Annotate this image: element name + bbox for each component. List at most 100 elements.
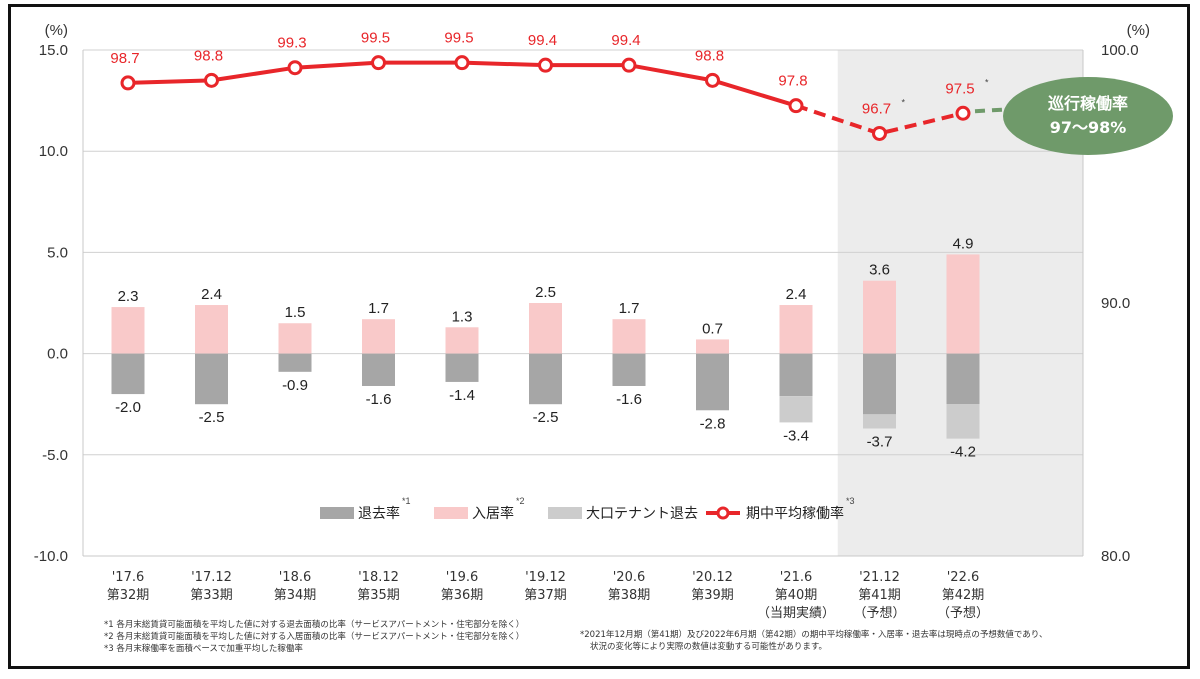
legend-note: *2	[516, 496, 525, 506]
occupancy-label: 98.7	[110, 50, 139, 67]
category-label: '18.12	[358, 570, 399, 585]
category-label: 第42期	[942, 588, 985, 603]
legend-label: 大口テナント退去	[586, 506, 698, 522]
legend-swatch	[320, 507, 354, 519]
occupancy-point	[287, 60, 303, 76]
occupancy-point	[204, 72, 219, 88]
occupancy-label: 99.4	[611, 32, 640, 49]
bar-move-out	[612, 353, 646, 386]
footnote-left: *3 各月末稼働率を面積ベースで加重平均した稼働率	[104, 643, 303, 654]
category-label: 第33期	[190, 588, 233, 603]
bar-move-out	[195, 353, 228, 405]
footnote-right: 状況の変化等により実際の数値は変動する可能性があります。	[590, 641, 827, 652]
bar-label-negative: -2.0	[115, 399, 141, 416]
occupancy-label: 98.8	[695, 47, 724, 64]
bar-move-out	[946, 353, 980, 405]
bar-label-positive: 3.6	[869, 262, 890, 279]
occupancy-label: 99.4	[528, 32, 557, 49]
badge-line2: 97～98%	[1050, 118, 1127, 137]
bar-label-positive: 0.7	[702, 320, 723, 337]
category-label: '22.6	[947, 570, 980, 585]
category-label: '18.6	[279, 570, 312, 585]
category-label: '21.6	[780, 570, 813, 585]
category-label: 第35期	[357, 588, 400, 603]
category-label: '20.12	[692, 570, 733, 585]
category-label: '17.12	[191, 570, 232, 585]
footnote-left: *2 各月末総賃貸可能面積を平均した値に対する入居面積の比率（サービスアパートメ…	[104, 631, 524, 642]
occupancy-label-note: *	[985, 77, 989, 87]
bar-move-in	[863, 280, 896, 354]
bar-label-positive: 2.4	[201, 286, 222, 303]
bar-label-negative: -3.4	[783, 427, 809, 444]
legend-note: *1	[402, 496, 411, 506]
category-label: 第37期	[524, 588, 567, 603]
bar-label-positive: 2.4	[786, 286, 807, 303]
category-label: （予想）	[937, 605, 989, 621]
bar-label-negative: -1.4	[449, 387, 475, 404]
footnote-right: *2021年12月期（第41期）及び2022年6月期（第42期）の期中平均稼働率…	[580, 629, 1047, 640]
bar-label-positive: 1.7	[368, 300, 389, 317]
bar-large-tenant-exit	[946, 404, 980, 439]
legend-label: 期中平均稼働率	[746, 505, 844, 522]
bar-move-out	[111, 353, 145, 395]
occupancy-label: 99.5	[361, 30, 390, 47]
category-label: 第38期	[608, 588, 651, 603]
bar-move-out	[362, 353, 395, 386]
category-label: '17.6	[112, 570, 145, 585]
left-tick-label: 10.0	[39, 143, 68, 160]
left-tick-label: 5.0	[47, 244, 68, 261]
left-tick-label: 0.0	[47, 346, 68, 363]
occupancy-label: 99.5	[444, 30, 473, 47]
bar-move-in	[278, 323, 312, 354]
category-label: '19.6	[446, 570, 479, 585]
category-label: '21.12	[859, 570, 900, 585]
bar-label-positive: 1.5	[285, 304, 306, 321]
bar-label-negative: -0.9	[282, 377, 308, 394]
bar-move-in	[779, 305, 813, 354]
bar-move-out	[779, 353, 813, 397]
occupancy-point	[955, 105, 971, 121]
occupancy-label: 98.8	[194, 47, 223, 64]
bar-large-tenant-exit	[779, 396, 813, 423]
occupancy-point	[872, 125, 887, 141]
bar-label-negative: -4.2	[950, 444, 976, 461]
legend-swatch	[548, 507, 582, 519]
legend-note: *3	[846, 496, 855, 506]
legend-label: 退去率	[358, 505, 400, 522]
bar-label-negative: -3.7	[867, 433, 893, 450]
bar-move-out	[445, 353, 479, 382]
category-label: 第36期	[441, 588, 484, 603]
bar-move-in	[696, 339, 729, 354]
occupancy-point	[120, 75, 136, 91]
bar-move-out	[278, 353, 312, 372]
bar-move-in	[195, 305, 228, 354]
category-label: 第34期	[274, 588, 317, 603]
occupancy-point	[621, 57, 637, 73]
occupancy-point	[538, 57, 553, 73]
category-label: （予想）	[853, 605, 905, 621]
occupancy-point	[454, 55, 470, 71]
footnote-left: *1 各月末総賃貸可能面積を平均した値に対する退去面積の比率（サービスアパートメ…	[104, 619, 524, 630]
right-tick-label: 80.0	[1101, 548, 1130, 565]
left-tick-label: 15.0	[39, 42, 68, 59]
category-label: （当期実績）	[757, 605, 835, 621]
occupancy-line-forecast	[795, 103, 964, 136]
bar-label-negative: -1.6	[366, 391, 392, 408]
bar-label-positive: 2.5	[535, 284, 556, 301]
bar-label-positive: 2.3	[118, 288, 139, 305]
occupancy-label: 96.7	[862, 100, 891, 117]
occupancy-label-note: *	[902, 97, 906, 107]
right-tick-label: 90.0	[1101, 295, 1130, 312]
occupancy-point	[371, 55, 386, 71]
target-occupancy-badge	[1003, 77, 1173, 155]
category-label: '19.12	[525, 570, 566, 585]
bar-label-positive: 4.9	[953, 235, 974, 252]
bar-move-in	[529, 303, 562, 354]
bar-move-out	[696, 353, 729, 411]
bar-label-positive: 1.3	[452, 308, 473, 325]
legend-swatch	[434, 507, 468, 519]
left-tick-label: -5.0	[42, 447, 68, 464]
left-axis-unit: (%)	[45, 22, 68, 39]
bar-move-in	[612, 319, 646, 354]
occupancy-point	[788, 98, 804, 114]
